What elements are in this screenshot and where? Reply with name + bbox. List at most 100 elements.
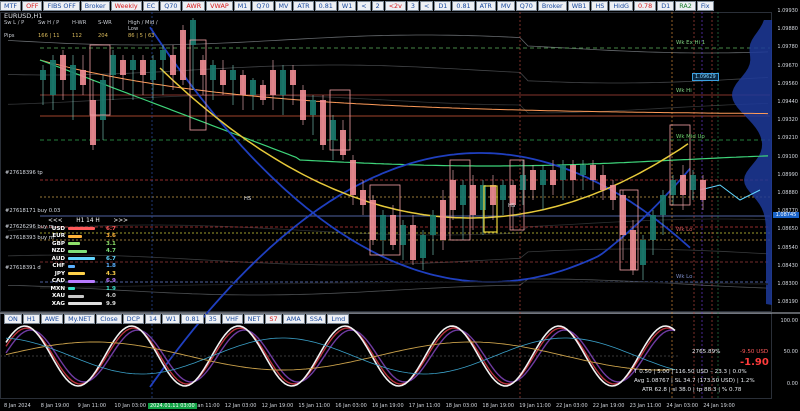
candle-body xyxy=(680,175,686,195)
oscillator-toolbar: ON H1 AWE My.NET Close DCP 14 W1 0.81 35 VHF NET S7 A… xyxy=(4,314,350,324)
toolbar-button-17[interactable]: <2v xyxy=(384,1,406,11)
candle-body xyxy=(640,240,646,265)
toolbar-button-13[interactable]: 0.81 xyxy=(314,1,337,11)
higher-timeframe-box xyxy=(449,159,471,241)
osc-purple-line xyxy=(5,329,676,383)
strength-bar-track xyxy=(68,279,102,283)
toolbar-button-14[interactable]: W1 xyxy=(337,1,357,11)
osc-axis-50: 50.00 xyxy=(783,349,798,355)
header-stat-0-0: Sw L / P xyxy=(4,20,25,26)
strength-row-xau: XAU 4.0 xyxy=(48,293,128,301)
higher-timeframe-box xyxy=(619,189,639,271)
toolbar-button-3[interactable]: Broker xyxy=(80,1,110,11)
strength-bar xyxy=(68,279,96,283)
osc-button-4[interactable]: Close xyxy=(96,314,122,324)
marker-price-tag: 1.09629 xyxy=(692,73,719,81)
toolbar-button-5[interactable]: EC xyxy=(142,1,160,11)
osc-button-10[interactable]: VHF xyxy=(221,314,243,324)
strength-bar-track xyxy=(68,272,102,276)
toolbar-button-4[interactable]: Weekly xyxy=(110,1,142,11)
toolbar-button-12[interactable]: ATR xyxy=(293,1,314,11)
osc-button-14[interactable]: SSA xyxy=(305,314,327,324)
candle-body xyxy=(200,60,206,75)
osc-button-0[interactable]: ON xyxy=(4,314,22,324)
strength-row-jpy: JPY 4.3 xyxy=(48,270,128,278)
osc-button-1[interactable]: H1 xyxy=(22,314,40,324)
candle-body xyxy=(430,215,436,235)
osc-button-13[interactable]: AMA xyxy=(282,314,305,324)
toolbar-button-20[interactable]: D1 xyxy=(434,1,452,11)
toolbar-button-7[interactable]: AWR xyxy=(182,1,206,11)
order-label-buy-2: #27626296 buy m xyxy=(5,224,54,230)
candle-body xyxy=(110,55,116,75)
time-cursor-label: 2024.01.11 03:00 xyxy=(148,403,197,409)
toolbar-button-0[interactable]: MTF xyxy=(0,1,22,11)
toolbar-button-29[interactable]: 0.78 xyxy=(633,1,657,11)
toolbar-button-23[interactable]: MV xyxy=(496,1,515,11)
osc-button-3[interactable]: My.NET xyxy=(64,314,96,324)
toolbar-button-25[interactable]: Broker xyxy=(537,1,567,11)
osc-button-5[interactable]: DCP xyxy=(122,314,144,324)
strength-currency: AUD xyxy=(51,255,65,262)
toolbar-button-10[interactable]: Q70 xyxy=(252,1,274,11)
candle-body xyxy=(120,60,126,75)
strength-value: 3.6 xyxy=(106,233,116,240)
time-tick: 17 Jan 11:00 xyxy=(408,403,441,409)
toolbar-button-6[interactable]: Q70 xyxy=(160,1,182,11)
toolbar-button-22[interactable]: ATR xyxy=(475,1,496,11)
toolbar-button-21[interactable]: 0.81 xyxy=(452,1,475,11)
toolbar-button-16[interactable]: 2 xyxy=(371,1,384,11)
candle-body xyxy=(520,175,526,190)
stats-line-2: Avg 1.08767 | SL 34.7 (173.50 USD) | 1.2… xyxy=(634,378,755,384)
toolbar-button-15[interactable]: < xyxy=(357,1,371,11)
toolbar-button-24[interactable]: Q70 xyxy=(515,1,537,11)
toolbar-button-18[interactable]: 3 xyxy=(406,1,419,11)
toolbar-button-28[interactable]: HidG xyxy=(609,1,633,11)
header-stat-1-0: Pips xyxy=(4,33,15,39)
toolbar-button-19[interactable]: < xyxy=(419,1,434,11)
toolbar-button-30[interactable]: D1 xyxy=(657,1,675,11)
higher-timeframe-box xyxy=(509,159,525,231)
toolbar-button-2[interactable]: FIBS OFF xyxy=(43,1,80,11)
level-label-week-lo: Wk Lo xyxy=(676,227,693,233)
header-stat-0-3: S-WR xyxy=(98,20,112,26)
strength-bar xyxy=(68,272,85,276)
candle-body xyxy=(270,70,276,95)
time-tick: 22 Jan 19:00 xyxy=(592,403,625,409)
toolbar-button-31[interactable]: RA2 xyxy=(675,1,696,11)
toolbar-button-32[interactable]: Fix xyxy=(696,1,714,11)
strength-bar-track xyxy=(68,234,102,238)
osc-button-15[interactable]: Lmd xyxy=(327,314,350,324)
candle-body xyxy=(550,170,556,185)
osc-button-6[interactable]: 14 xyxy=(144,314,162,324)
price-tick: 1.08650 xyxy=(777,226,798,233)
strength-currency: CHF xyxy=(52,263,65,270)
candle-body xyxy=(340,130,346,155)
toolbar-button-27[interactable]: HS xyxy=(591,1,609,11)
osc-button-2[interactable]: AWE xyxy=(40,314,64,324)
strength-left-arrows[interactable]: <<< xyxy=(48,218,63,224)
toolbar-button-11[interactable]: MV xyxy=(274,1,293,11)
toolbar-button-9[interactable]: M1 xyxy=(233,1,252,11)
price-tick: 1.09560 xyxy=(777,80,798,87)
time-tick: 24 Jan 19:00 xyxy=(703,403,735,409)
osc-button-11[interactable]: NET xyxy=(243,314,265,324)
osc-button-9[interactable]: 35 xyxy=(204,314,221,324)
osc-button-8[interactable]: 0.81 xyxy=(181,314,204,324)
osc-button-7[interactable]: W1 xyxy=(162,314,181,324)
strength-currency: XAU xyxy=(51,293,65,300)
strength-row-eur: EUR 3.6 xyxy=(48,233,128,241)
toolbar-button-8[interactable]: VWAP xyxy=(206,1,233,11)
time-tick: 8 Jan 19:00 xyxy=(40,403,70,409)
strength-row-cad: CAD 6.9 xyxy=(48,278,128,286)
osc-button-12[interactable]: S7 xyxy=(265,314,282,324)
strength-currency: USD xyxy=(51,225,65,232)
toolbar-button-1[interactable]: OFF xyxy=(22,1,43,11)
strength-right-arrows[interactable]: >>> xyxy=(113,218,128,224)
higher-timeframe-box xyxy=(189,39,207,131)
symbol-label: EURUSD,H1 xyxy=(4,12,43,20)
volume-profile-line xyxy=(699,184,761,201)
candle-body xyxy=(210,65,216,80)
toolbar-button-26[interactable]: WB1 xyxy=(567,1,591,11)
